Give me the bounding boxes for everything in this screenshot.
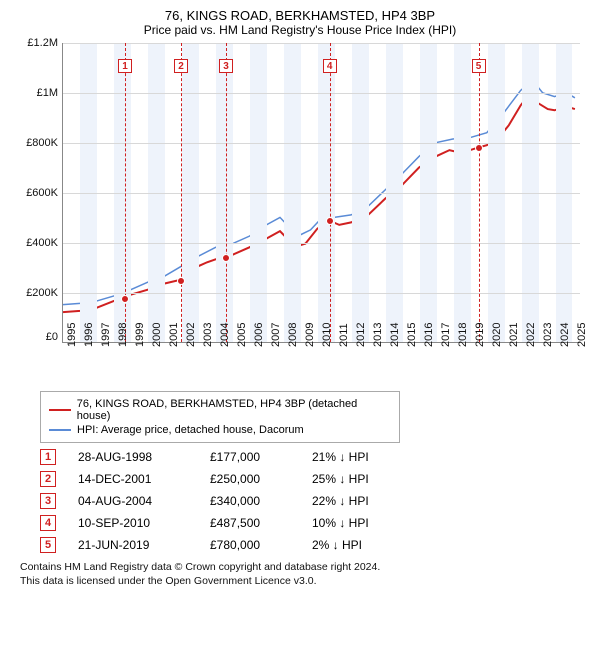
legend-box: 76, KINGS ROAD, BERKHAMSTED, HP4 3BP (de… xyxy=(40,391,400,443)
transaction-marker-dot xyxy=(177,277,185,285)
transaction-marker-dot xyxy=(121,295,129,303)
transaction-vline xyxy=(479,43,480,342)
y-gridline xyxy=(63,293,580,294)
y-axis-label: £0 xyxy=(20,331,58,343)
tx-price: £340,000 xyxy=(210,494,290,508)
y-axis-label: £1M xyxy=(20,87,58,99)
y-gridline xyxy=(63,143,580,144)
chart-area: 12345 £0£200K£400K£600K£800K£1M£1.2M1995… xyxy=(20,43,580,383)
tx-index-box: 3 xyxy=(40,493,56,509)
footer-line-1: Contains HM Land Registry data © Crown c… xyxy=(20,561,580,575)
footer-attribution: Contains HM Land Registry data © Crown c… xyxy=(20,561,580,588)
y-axis-label: £200K xyxy=(20,287,58,299)
transaction-vline xyxy=(330,43,331,342)
y-gridline xyxy=(63,93,580,94)
tx-price: £780,000 xyxy=(210,538,290,552)
tx-date: 21-JUN-2019 xyxy=(78,538,188,552)
tx-price: £487,500 xyxy=(210,516,290,530)
plot-region: 1 2 3 4 5 xyxy=(62,43,580,343)
chart-subtitle: Price paid vs. HM Land Registry's House … xyxy=(10,23,590,37)
y-axis-label: £600K xyxy=(20,187,58,199)
tx-hpi-delta: 21% ↓ HPI xyxy=(312,450,392,464)
legend-swatch xyxy=(49,409,71,411)
transaction-marker-label: 2 xyxy=(174,59,188,73)
y-gridline xyxy=(63,243,580,244)
transaction-vline xyxy=(226,43,227,342)
transaction-vline xyxy=(181,43,182,342)
transaction-row: 2 14-DEC-2001 £250,000 25% ↓ HPI xyxy=(40,471,590,487)
chart-title: 76, KINGS ROAD, BERKHAMSTED, HP4 3BP xyxy=(10,8,590,23)
tx-hpi-delta: 10% ↓ HPI xyxy=(312,516,392,530)
transaction-marker-label: 4 xyxy=(323,59,337,73)
legend-item: 76, KINGS ROAD, BERKHAMSTED, HP4 3BP (de… xyxy=(49,398,391,422)
tx-index-box: 5 xyxy=(40,537,56,553)
y-gridline xyxy=(63,43,580,44)
tx-hpi-delta: 2% ↓ HPI xyxy=(312,538,392,552)
transaction-marker-dot xyxy=(326,217,334,225)
y-gridline xyxy=(63,193,580,194)
transaction-row: 3 04-AUG-2004 £340,000 22% ↓ HPI xyxy=(40,493,590,509)
transaction-marker-label: 5 xyxy=(472,59,486,73)
transaction-marker-label: 1 xyxy=(118,59,132,73)
tx-date: 04-AUG-2004 xyxy=(78,494,188,508)
legend-swatch xyxy=(49,429,71,431)
tx-hpi-delta: 22% ↓ HPI xyxy=(312,494,392,508)
tx-price: £177,000 xyxy=(210,450,290,464)
y-axis-label: £800K xyxy=(20,137,58,149)
transaction-marker-label: 3 xyxy=(219,59,233,73)
transaction-row: 1 28-AUG-1998 £177,000 21% ↓ HPI xyxy=(40,449,590,465)
y-axis-label: £1.2M xyxy=(20,37,58,49)
tx-index-box: 4 xyxy=(40,515,56,531)
tx-date: 28-AUG-1998 xyxy=(78,450,188,464)
transaction-row: 4 10-SEP-2010 £487,500 10% ↓ HPI xyxy=(40,515,590,531)
tx-date: 14-DEC-2001 xyxy=(78,472,188,486)
transaction-marker-dot xyxy=(475,144,483,152)
transaction-row: 5 21-JUN-2019 £780,000 2% ↓ HPI xyxy=(40,537,590,553)
legend-label: HPI: Average price, detached house, Daco… xyxy=(77,424,304,436)
tx-date: 10-SEP-2010 xyxy=(78,516,188,530)
tx-price: £250,000 xyxy=(210,472,290,486)
footer-line-2: This data is licensed under the Open Gov… xyxy=(20,575,580,589)
y-axis-label: £400K xyxy=(20,237,58,249)
x-axis-label: 2025 xyxy=(576,323,600,347)
tx-index-box: 1 xyxy=(40,449,56,465)
legend-item: HPI: Average price, detached house, Daco… xyxy=(49,424,391,436)
tx-index-box: 2 xyxy=(40,471,56,487)
legend-label: 76, KINGS ROAD, BERKHAMSTED, HP4 3BP (de… xyxy=(77,398,391,422)
transaction-marker-dot xyxy=(222,254,230,262)
transactions-table: 1 28-AUG-1998 £177,000 21% ↓ HPI 2 14-DEC-200… xyxy=(40,449,590,553)
tx-hpi-delta: 25% ↓ HPI xyxy=(312,472,392,486)
